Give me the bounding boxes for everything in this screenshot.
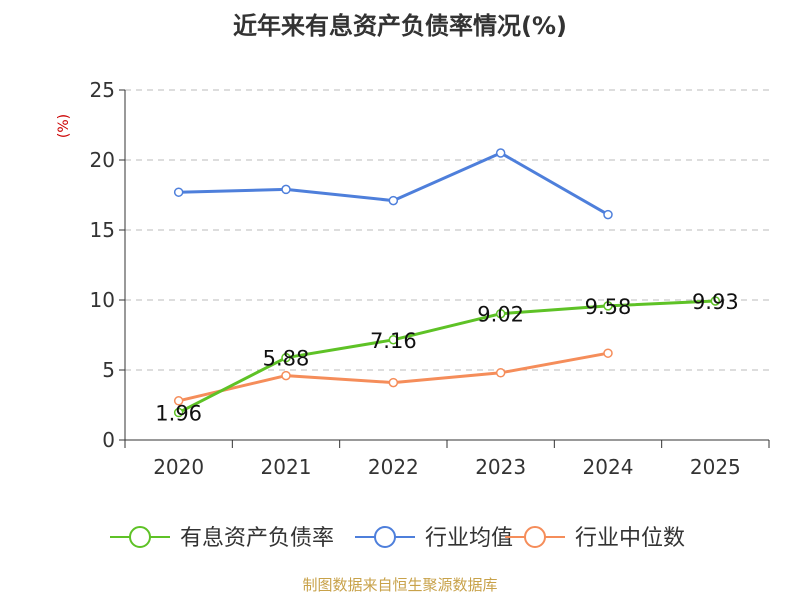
data-point — [173, 407, 184, 418]
data-point — [388, 377, 399, 388]
data-point — [495, 368, 506, 378]
source-note: 制图数据来自恒生聚源数据库 — [302, 576, 497, 594]
data-point — [710, 296, 721, 306]
data-point — [281, 370, 291, 381]
legend-label: 行业中位数 — [575, 526, 685, 551]
x-tick-label: 2024 — [583, 455, 634, 479]
data-point — [388, 195, 399, 206]
legend-label: 有息资产负债率 — [180, 526, 334, 551]
data-label: 9.02 — [477, 303, 524, 327]
y-axis-label: (%) — [56, 114, 72, 138]
data-point — [388, 335, 399, 345]
data-point — [603, 209, 613, 220]
data-label: 9.58 — [585, 295, 632, 319]
chart-title: 近年来有息资产负债率情况(%) — [233, 12, 567, 40]
legend[interactable]: 有息资产负债率 行业均值 行业中位数 — [110, 526, 685, 551]
x-tick-label: 2022 — [368, 455, 419, 479]
series-line — [178, 151, 609, 216]
legend-item[interactable]: 行业均值 — [355, 526, 513, 551]
data-label: 5.88 — [263, 347, 310, 371]
x-tick-label: 2025 — [690, 455, 741, 479]
data-label: 7.16 — [370, 329, 417, 353]
legend-swatch-marker — [374, 526, 396, 548]
series-line — [178, 351, 609, 403]
y-tick-label: 5 — [102, 358, 115, 382]
data-point — [495, 148, 506, 158]
grid — [125, 89, 769, 371]
x-tick-label: 2020 — [153, 455, 204, 479]
y-tick-label: 10 — [90, 288, 115, 312]
legend-swatch-marker — [129, 526, 151, 548]
data-point — [173, 187, 184, 197]
x-tick-label: 2023 — [475, 455, 526, 479]
data-point — [603, 301, 613, 311]
data-point — [281, 352, 291, 363]
y-tick-label: 20 — [90, 148, 115, 172]
data-point — [281, 184, 291, 195]
data-point — [173, 396, 184, 406]
x-tick-label: 2021 — [261, 455, 312, 479]
y-tick-label: 0 — [102, 428, 115, 452]
y-tick-label: 25 — [90, 78, 115, 102]
data-label: 9.93 — [692, 290, 739, 314]
y-tick-label: 15 — [90, 218, 115, 242]
legend-item[interactable]: 行业中位数 — [505, 526, 685, 551]
data-point — [495, 308, 506, 319]
data-labels: 1.96 5.88 7.16 9.02 9.58 9.93 — [155, 290, 738, 426]
legend-label: 行业均值 — [425, 526, 513, 551]
series-line — [178, 299, 716, 414]
legend-swatch-marker — [524, 526, 546, 548]
data-point — [603, 348, 613, 358]
legend-item[interactable]: 有息资产负债率 — [110, 526, 334, 551]
series-layer — [173, 148, 721, 418]
data-label: 1.96 — [155, 402, 202, 426]
